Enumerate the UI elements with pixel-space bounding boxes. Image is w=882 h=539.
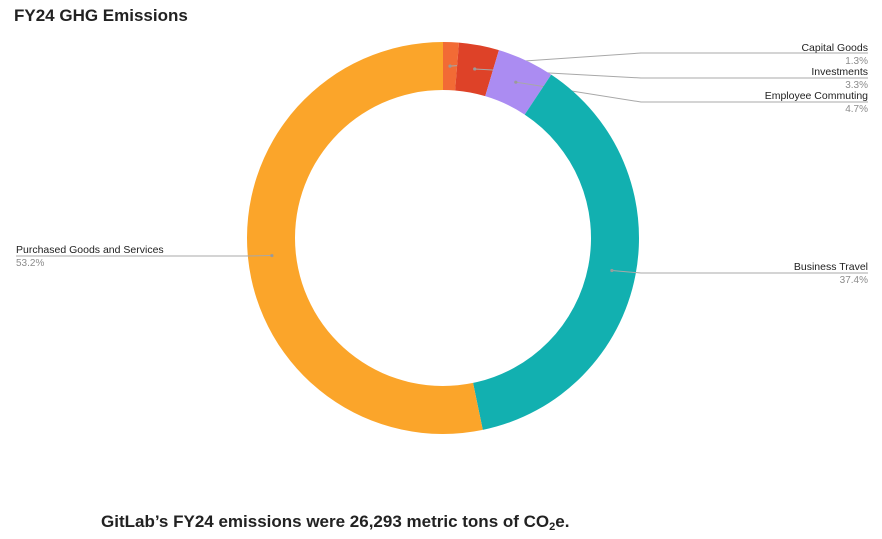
- leader-dot-business-travel: [610, 268, 614, 273]
- label-purchased-goods-and-services: Purchased Goods and Services: [16, 244, 164, 256]
- label-employee-commuting: Employee Commuting: [765, 90, 868, 102]
- slice-purchased-goods-and-services[interactable]: [247, 41, 483, 434]
- slice-business-travel[interactable]: [473, 74, 639, 430]
- caption-text: GitLab’s FY24 emissions were 26,293 metr…: [101, 512, 550, 531]
- value-label-purchased-goods-and-services: 53.2%: [16, 258, 44, 269]
- chart-title: FY24 GHG Emissions: [14, 6, 188, 25]
- label-investments: Investments: [811, 66, 868, 78]
- emissions-caption: GitLab’s FY24 emissions were 26,293 metr…: [101, 512, 569, 533]
- caption-suffix: e.: [555, 512, 570, 531]
- value-label-business-travel: 37.4%: [840, 275, 868, 286]
- value-label-employee-commuting: 4.7%: [845, 104, 868, 115]
- leader-dot-employee-commuting: [514, 80, 518, 84]
- label-business-travel: Business Travel: [794, 261, 868, 273]
- label-capital-goods: Capital Goods: [801, 42, 868, 54]
- value-label-investments: 3.3%: [845, 80, 868, 91]
- leader-dot-capital-goods: [448, 64, 452, 68]
- leader-dot-purchased-goods-and-services: [270, 253, 274, 258]
- caption-subscript: 2: [549, 521, 556, 533]
- leader-line-business-travel: [611, 270, 868, 274]
- value-label-capital-goods: 1.3%: [845, 56, 868, 67]
- leader-dot-investments: [473, 67, 477, 71]
